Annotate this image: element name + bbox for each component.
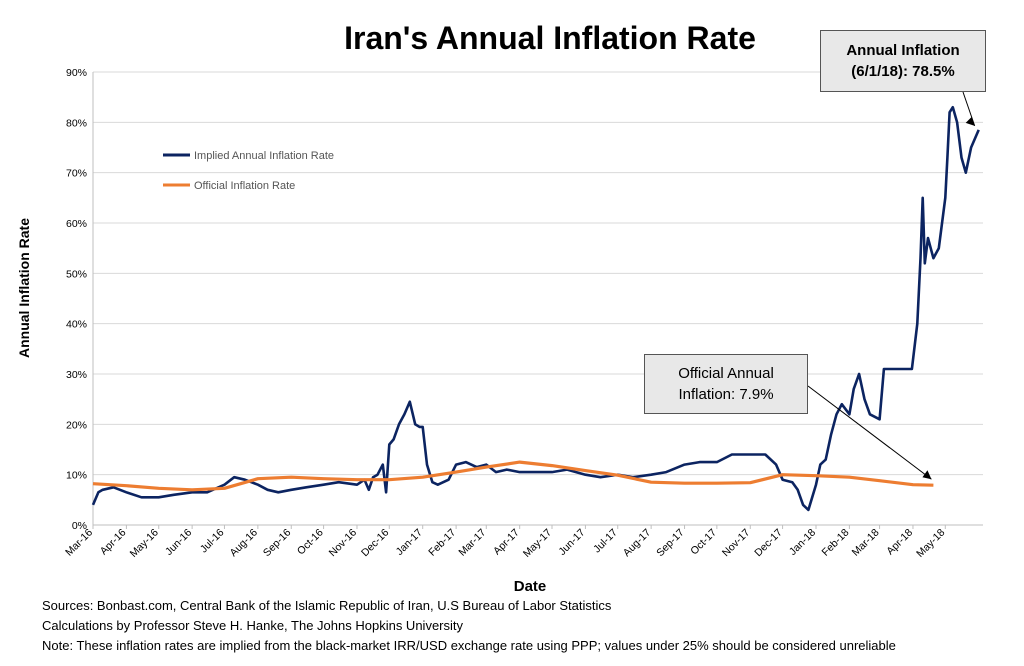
arrow-head xyxy=(922,470,932,480)
official-inflation-line xyxy=(92,460,934,492)
chart-title: Iran's Annual Inflation Rate xyxy=(344,20,756,56)
y-tick-label: 10% xyxy=(66,470,87,482)
x-tick-label: May-18 xyxy=(914,527,947,560)
y-tick-label: 20% xyxy=(66,419,87,431)
x-tick-label: Nov-17 xyxy=(720,527,753,560)
x-tick-label: Mar-18 xyxy=(850,527,882,559)
x-tick-label: Jun-17 xyxy=(556,527,587,558)
y-tick-label: 70% xyxy=(66,168,87,180)
x-tick-label: Feb-18 xyxy=(819,527,851,559)
x-tick-label: Apr-17 xyxy=(491,527,522,558)
x-tick-label: Jan-17 xyxy=(394,527,425,558)
legend-label: Implied Annual Inflation Rate xyxy=(194,150,334,162)
x-tick-label: Jul-16 xyxy=(198,527,227,556)
x-tick-label: Aug-16 xyxy=(228,527,261,560)
x-tick-label: Jan-18 xyxy=(787,527,818,558)
x-tick-label: Jun-16 xyxy=(163,527,194,558)
y-axis-label: Annual Inflation Rate xyxy=(16,218,32,358)
y-tick-label: 90% xyxy=(66,67,87,79)
y-tick-label: 50% xyxy=(66,268,87,280)
current-inflation-callout: Annual Inflation (6/1/18): 78.5% xyxy=(820,30,986,92)
x-tick-label: Dec-16 xyxy=(359,527,392,560)
x-tick-label: Apr-16 xyxy=(98,527,129,558)
calculations-note: Calculations by Professor Steve H. Hanke… xyxy=(42,618,464,633)
sources-note: Sources: Bonbast.com, Central Bank of th… xyxy=(42,598,612,613)
implied-inflation-line xyxy=(91,105,980,512)
x-tick-label: Dec-17 xyxy=(752,527,785,560)
callout-arrow xyxy=(807,385,932,480)
x-tick-label: Feb-17 xyxy=(426,527,458,559)
y-tick-label: 30% xyxy=(66,369,87,381)
callout-line: (6/1/18): 78.5% xyxy=(851,63,955,80)
x-tick-label: Aug-17 xyxy=(621,527,654,560)
official-inflation-callout: Official Annual Inflation: 7.9% xyxy=(644,354,808,414)
callout-line: Annual Inflation xyxy=(846,42,960,59)
x-tick-label: May-16 xyxy=(128,527,161,560)
y-tick-label: 60% xyxy=(66,218,87,230)
callout-line: Inflation: 7.9% xyxy=(678,386,774,403)
y-tick-label: 40% xyxy=(66,319,87,331)
x-tick-label: Nov-16 xyxy=(327,527,360,560)
x-tick-label: May-17 xyxy=(521,527,554,560)
x-tick-label: Oct-17 xyxy=(688,527,719,558)
x-tick-label: Oct-16 xyxy=(295,527,326,558)
y-tick-label: 80% xyxy=(66,117,87,129)
x-tick-label: Mar-17 xyxy=(456,527,488,559)
y-tick-label: 0% xyxy=(72,520,87,532)
x-tick-label: Sep-16 xyxy=(261,527,294,560)
callout-line: Official Annual xyxy=(678,365,774,382)
x-tick-label: Jul-17 xyxy=(591,527,620,556)
legend-label: Official Inflation Rate xyxy=(194,180,295,192)
x-axis-label: Date xyxy=(513,578,547,595)
footnotes: Sources: Bonbast.com, Central Bank of th… xyxy=(42,596,896,656)
x-tick-label: Apr-18 xyxy=(884,527,915,558)
disclaimer-note: Note: These inflation rates are implied … xyxy=(42,638,896,653)
arrow-head xyxy=(965,116,975,126)
x-tick-label: Sep-17 xyxy=(654,527,687,560)
